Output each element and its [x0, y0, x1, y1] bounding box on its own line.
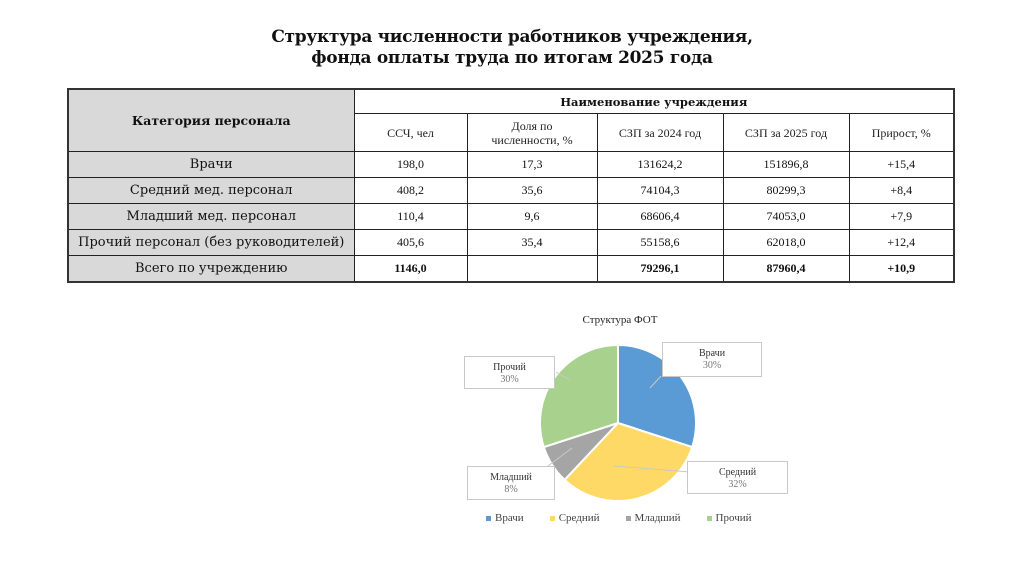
cell-growth: +8,4	[848, 177, 955, 204]
legend-item-sredniy: Средний	[549, 512, 600, 524]
cell-share: 17,3	[466, 151, 598, 178]
col-header-szp2024: СЗП за 2024 год	[596, 113, 724, 152]
cell-szp2025: 62018,0	[722, 229, 850, 256]
total-row: Всего по учреждению 1146,0 79296,1 87960…	[67, 255, 955, 283]
total-category: Всего по учреждению	[67, 255, 355, 283]
cell-growth: +15,4	[848, 151, 955, 178]
legend-label: Средний	[558, 512, 600, 524]
label-vrachi: Врачи 30%	[662, 342, 762, 377]
total-share	[466, 255, 598, 283]
title-line-1: Структура численности работников учрежде…	[271, 27, 753, 47]
org-header: Наименование учреждения	[353, 88, 955, 114]
label-mladshiy-name: Младший	[490, 472, 532, 483]
cell-szp2025: 80299,3	[722, 177, 850, 204]
label-prochiy-pct: 30%	[500, 374, 519, 385]
legend-item-prochiy: Прочий	[706, 512, 752, 524]
row-category: Прочий персонал (без руководителей)	[67, 229, 355, 256]
category-header: Категория персонала	[67, 88, 355, 152]
row-category: Средний мед. персонал	[67, 177, 355, 204]
label-sredniy-name: Средний	[718, 467, 757, 478]
title-line-2: фонда оплаты труда по итогам 2025 года	[311, 48, 713, 68]
staff-structure-table: Категория персонала Наименование учрежде…	[67, 88, 955, 283]
table-row: Младший мед. персонал 110,4 9,6 68606,4 …	[67, 203, 955, 230]
legend-label: Врачи	[495, 512, 524, 524]
pie-chart-title: Структура ФОТ	[582, 314, 658, 326]
table-row: Прочий персонал (без руководителей) 405,…	[67, 229, 955, 256]
legend-item-mladshiy: Младший	[625, 512, 681, 524]
cell-growth: +12,4	[848, 229, 955, 256]
page-title: Структура численности работников учрежде…	[0, 27, 1024, 69]
col-header-share: Доля по численности, %	[466, 113, 598, 152]
cell-share: 35,4	[466, 229, 598, 256]
label-prochiy-name: Прочий	[493, 362, 526, 373]
legend-swatch-icon	[486, 515, 491, 521]
table-row: Средний мед. персонал 408,2 35,6 74104,3…	[67, 177, 955, 204]
table-row: Врачи 198,0 17,3 131624,2 151896,8 +15,4	[67, 151, 955, 178]
legend-swatch-icon	[706, 515, 712, 521]
cell-szp2025: 74053,0	[722, 203, 850, 230]
cell-szp2024: 68606,4	[596, 203, 724, 230]
pie-slice-Средний	[563, 421, 694, 502]
label-vrachi-name: Врачи	[698, 348, 726, 359]
col-header-ssch: ССЧ, чел	[353, 113, 468, 152]
col-header-growth: Прирост, %	[848, 113, 955, 152]
legend-swatch-icon	[549, 515, 555, 521]
col-header-share-line1: Доля по	[511, 118, 553, 133]
label-prochiy: Прочий 30%	[464, 356, 555, 389]
col-header-share-line2: численности, %	[491, 132, 573, 147]
total-growth: +10,9	[848, 255, 955, 283]
label-sredniy: Средний 32%	[687, 461, 788, 494]
col-header-szp2025: СЗП за 2025 год	[722, 113, 850, 152]
cell-szp2025: 151896,8	[722, 151, 850, 178]
row-category: Врачи	[67, 151, 355, 178]
total-szp2025: 87960,4	[722, 255, 850, 283]
row-category: Младший мед. персонал	[67, 203, 355, 230]
label-sredniy-pct: 32%	[728, 479, 747, 490]
label-vrachi-pct: 30%	[702, 360, 722, 371]
pie-legend: Врачи Средний Младший Прочий	[486, 512, 752, 524]
leader-lines	[547, 371, 691, 473]
legend-label: Младший	[634, 512, 681, 524]
label-mladshiy-pct: 8%	[504, 484, 518, 495]
total-szp2024: 79296,1	[596, 255, 724, 283]
legend-item-vrachi: Врачи	[486, 512, 524, 524]
cell-ssch: 110,4	[353, 203, 468, 230]
label-mladshiy: Младший 8%	[467, 466, 555, 500]
pie-slices	[539, 343, 697, 502]
legend-swatch-icon	[625, 515, 631, 521]
legend-label: Прочий	[715, 512, 752, 524]
cell-szp2024: 131624,2	[596, 151, 724, 178]
pie-slice-Врачи	[617, 343, 697, 449]
